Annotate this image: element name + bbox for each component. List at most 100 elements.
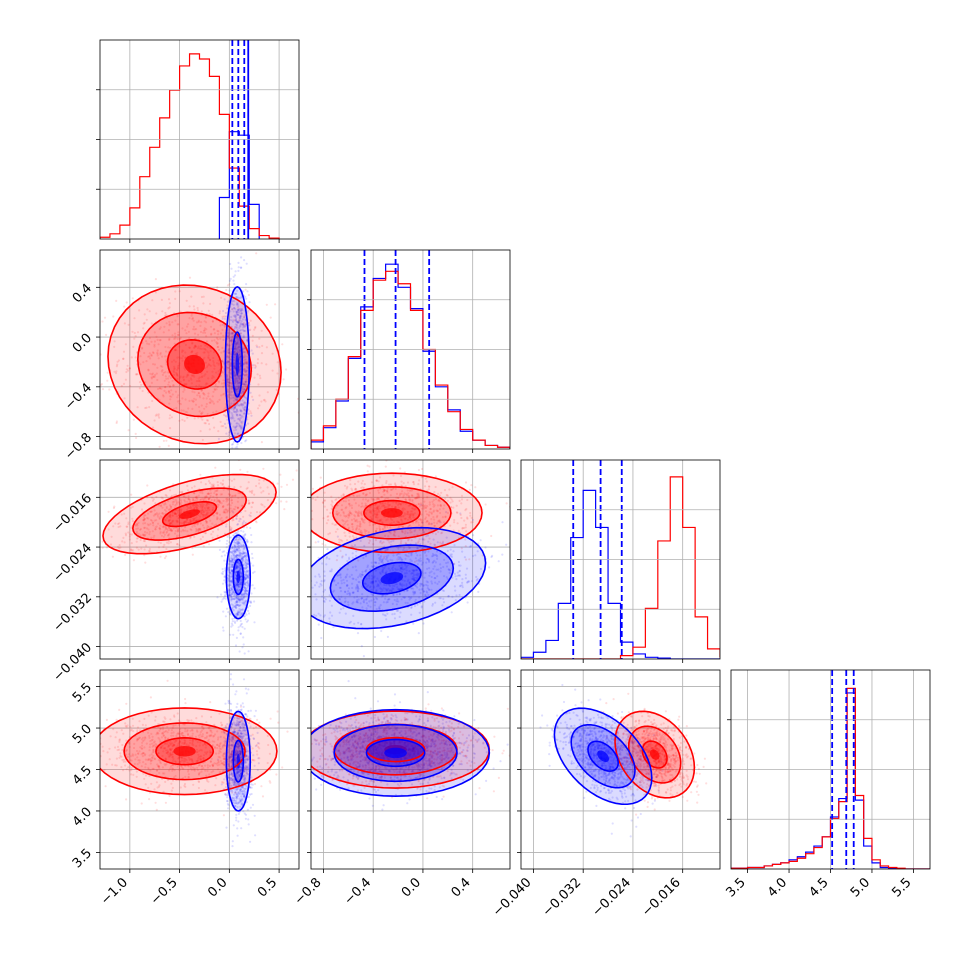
blue-scatter-point — [229, 393, 232, 396]
red-scatter-point — [175, 373, 179, 376]
red-scatter-point — [130, 548, 133, 551]
red-scatter-point — [208, 401, 211, 404]
red-scatter-point — [245, 360, 248, 363]
red-scatter-point — [324, 544, 327, 547]
blue-scatter-point — [249, 526, 252, 530]
red-scatter-point — [167, 542, 170, 545]
red-scatter-point — [175, 512, 178, 516]
red-scatter-point — [170, 529, 173, 533]
blue-scatter-point — [245, 369, 248, 372]
red-scatter-point — [227, 395, 230, 399]
red-scatter-point — [168, 523, 171, 526]
panel-2-2 — [517, 459, 721, 663]
blue-scatter-point — [252, 398, 255, 401]
red-scatter-point — [200, 385, 203, 388]
blue-scatter-point — [242, 363, 245, 366]
red-scatter-point — [177, 501, 181, 504]
red-scatter-point — [271, 352, 274, 355]
red-scatter-point — [249, 515, 252, 518]
blue-scatter-point — [228, 339, 231, 342]
red-scatter-point — [200, 389, 203, 392]
red-scatter-point — [173, 373, 176, 376]
red-scatter-point — [151, 351, 155, 354]
red-scatter-point — [178, 362, 181, 365]
red-scatter-point — [216, 517, 219, 520]
red-scatter-point — [201, 506, 204, 510]
red-scatter-point — [205, 496, 208, 499]
blue-scatter-point — [237, 266, 240, 269]
blue-scatter-point — [233, 410, 236, 413]
red-scatter-point — [193, 375, 196, 378]
blue-scatter-point — [245, 620, 248, 623]
red-scatter-point — [223, 392, 226, 395]
blue-scatter-point — [243, 627, 246, 630]
red-scatter-point — [204, 513, 207, 517]
red-scatter-point — [214, 490, 217, 493]
red-scatter-point — [203, 327, 206, 330]
blue-scatter-point — [238, 650, 241, 653]
red-scatter-point — [247, 321, 250, 325]
blue-scatter-point — [237, 376, 241, 379]
red-scatter-point — [179, 511, 182, 514]
blue-scatter-point — [235, 325, 238, 328]
red-scatter-point — [130, 356, 133, 359]
red-scatter-point — [199, 527, 202, 531]
blue-scatter-point — [232, 417, 235, 420]
red-scatter-point — [130, 493, 133, 496]
blue-scatter-point — [242, 643, 245, 646]
blue-scatter-point — [243, 374, 246, 377]
red-scatter-point — [139, 355, 142, 358]
blue-scatter-point — [236, 422, 239, 425]
blue-scatter-point — [273, 601, 275, 603]
red-scatter-point — [185, 383, 188, 386]
red-scatter-point — [208, 359, 212, 362]
blue-scatter-point — [229, 319, 232, 322]
red-scatter-point — [191, 390, 194, 393]
red-scatter-point — [229, 528, 232, 531]
blue-scatter-point — [233, 274, 237, 277]
red-scatter-point — [155, 372, 158, 375]
blue-scatter-point — [250, 533, 253, 537]
red-scatter-point — [173, 371, 176, 374]
red-scatter-point — [218, 310, 221, 313]
red-scatter-point — [484, 503, 487, 506]
red-scatter-point — [247, 293, 250, 297]
blue-scatter-point — [236, 341, 239, 344]
red-scatter-point — [262, 467, 265, 470]
red-scatter-point — [148, 336, 151, 340]
red-scatter-point — [168, 337, 171, 340]
blue-scatter-point — [226, 360, 229, 363]
blue-scatter-point — [229, 262, 232, 266]
blue-scatter-point — [239, 316, 242, 320]
red-scatter-point — [199, 498, 202, 501]
red-scatter-point — [177, 366, 180, 369]
red-scatter-point — [177, 527, 180, 530]
red-scatter-point — [193, 491, 196, 495]
red-scatter-point — [136, 406, 139, 409]
blue-scatter-point — [234, 405, 237, 408]
blue-scatter-point — [234, 315, 237, 319]
red-scatter-point — [152, 521, 155, 525]
blue-scatter-point — [222, 362, 225, 365]
blue-scatter-point — [239, 362, 242, 365]
red-scatter-point — [290, 523, 292, 525]
red-scatter-point — [193, 397, 196, 400]
blue-scatter-point — [235, 380, 238, 383]
red-scatter-point — [225, 511, 229, 514]
red-scatter-point — [202, 392, 205, 395]
red-scatter-point — [207, 497, 210, 500]
red-scatter-point — [195, 516, 198, 519]
red-scatter-point — [229, 368, 232, 372]
red-scatter-point — [165, 507, 168, 510]
red-scatter-point — [209, 401, 212, 404]
red-scatter-point — [226, 378, 229, 381]
red-scatter-point — [153, 331, 156, 334]
red-scatter-point — [222, 479, 225, 482]
blue-scatter-point — [240, 392, 243, 395]
red-scatter-point — [156, 378, 159, 382]
red-scatter-point — [172, 359, 176, 362]
blue-scatter-point — [232, 450, 234, 452]
red-scatter-point — [195, 385, 198, 388]
red-scatter-point — [189, 506, 192, 509]
red-scatter-point — [138, 387, 141, 390]
